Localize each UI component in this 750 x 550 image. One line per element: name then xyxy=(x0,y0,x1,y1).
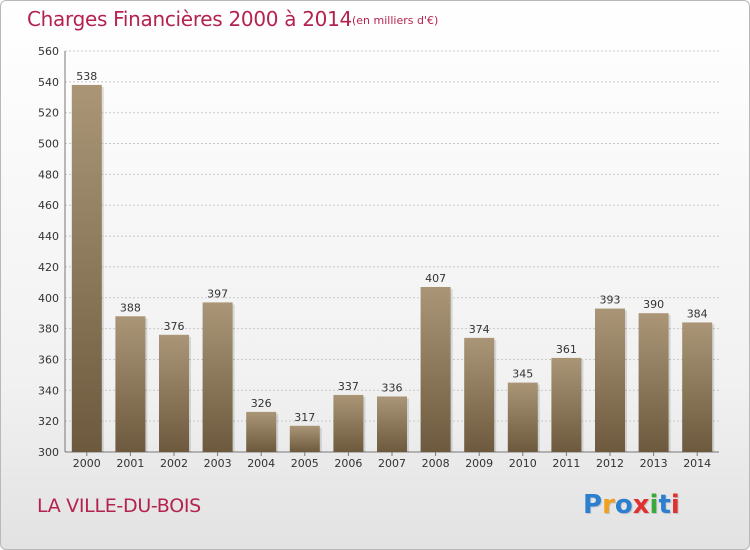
value-label: 374 xyxy=(469,323,490,336)
chart-subtitle: (en milliers d'€) xyxy=(352,14,439,27)
value-label: 317 xyxy=(294,411,315,424)
x-tick-label: 2007 xyxy=(378,457,406,470)
y-tick-label: 440 xyxy=(38,230,59,243)
bar-2002 xyxy=(159,334,189,452)
value-label: 336 xyxy=(382,381,403,394)
logo-letter: i xyxy=(670,490,680,520)
value-label: 376 xyxy=(164,320,185,333)
x-tick-label: 2005 xyxy=(291,457,319,470)
value-label: 388 xyxy=(120,301,141,314)
bar-2001 xyxy=(115,316,146,452)
y-tick-label: 300 xyxy=(38,446,59,459)
y-tick-label: 500 xyxy=(38,138,59,151)
x-tick-label: 2011 xyxy=(552,457,580,470)
commune-name: LA VILLE-DU-BOIS xyxy=(37,495,201,517)
x-tick-label: 2006 xyxy=(334,457,362,470)
y-tick-label: 320 xyxy=(38,415,59,428)
y-tick-label: 380 xyxy=(38,323,59,336)
x-tick-label: 2001 xyxy=(116,457,144,470)
y-tick-label: 460 xyxy=(38,199,59,212)
value-label: 361 xyxy=(556,343,577,356)
y-tick-label: 420 xyxy=(38,261,59,274)
value-label: 407 xyxy=(425,272,446,285)
x-tick-label: 2010 xyxy=(509,457,537,470)
proxiti-logo[interactable]: Proxiti xyxy=(583,490,680,520)
x-tick-label: 2014 xyxy=(683,457,711,470)
value-label: 326 xyxy=(251,397,272,410)
y-tick-label: 480 xyxy=(38,168,59,181)
y-tick-label: 560 xyxy=(38,45,59,58)
bar-2004 xyxy=(246,411,277,452)
logo-letter: i xyxy=(649,490,659,520)
value-label: 390 xyxy=(643,298,664,311)
logo-letter: t xyxy=(658,490,671,520)
value-label: 538 xyxy=(76,70,97,83)
chart-title: Charges Financières 2000 à 2014 xyxy=(27,7,352,31)
bar-2008 xyxy=(420,286,451,452)
bar-2000 xyxy=(71,84,102,452)
y-tick-label: 540 xyxy=(38,76,59,89)
bar-2003 xyxy=(202,302,233,452)
y-tick-label: 520 xyxy=(38,107,59,120)
y-tick-label: 360 xyxy=(38,353,59,366)
value-label: 384 xyxy=(687,307,708,320)
value-label: 393 xyxy=(600,294,621,307)
x-tick-label: 2013 xyxy=(640,457,668,470)
value-label: 337 xyxy=(338,380,359,393)
value-label: 345 xyxy=(512,368,533,381)
bar-2012 xyxy=(595,308,625,452)
bar-2014 xyxy=(682,322,713,452)
x-tick-label: 2000 xyxy=(73,457,101,470)
x-tick-label: 2008 xyxy=(422,457,450,470)
bar-2005 xyxy=(289,425,320,452)
x-tick-label: 2012 xyxy=(596,457,624,470)
bar-2006 xyxy=(333,394,364,452)
bars xyxy=(71,84,715,452)
x-tick-label: 2009 xyxy=(465,457,493,470)
y-tick-label: 400 xyxy=(38,292,59,305)
labels: 300 320 340 360 380 400 420 440 460 480 500 520 540 5… xyxy=(38,45,711,470)
x-tick-label: 2002 xyxy=(160,457,188,470)
logo-letter: x xyxy=(632,490,650,520)
bar-2011 xyxy=(551,357,582,452)
y-tick-label: 340 xyxy=(38,384,59,397)
bar-2010 xyxy=(507,382,538,452)
x-tick-label: 2003 xyxy=(204,457,232,470)
logo-letter: o xyxy=(614,490,633,520)
logo-letter: P xyxy=(583,490,603,520)
bar-2013 xyxy=(638,313,669,452)
bar-2007 xyxy=(377,396,407,452)
value-label: 397 xyxy=(207,287,228,300)
bar-2009 xyxy=(464,337,495,452)
logo-letter: r xyxy=(602,490,615,520)
x-tick-label: 2004 xyxy=(247,457,275,470)
